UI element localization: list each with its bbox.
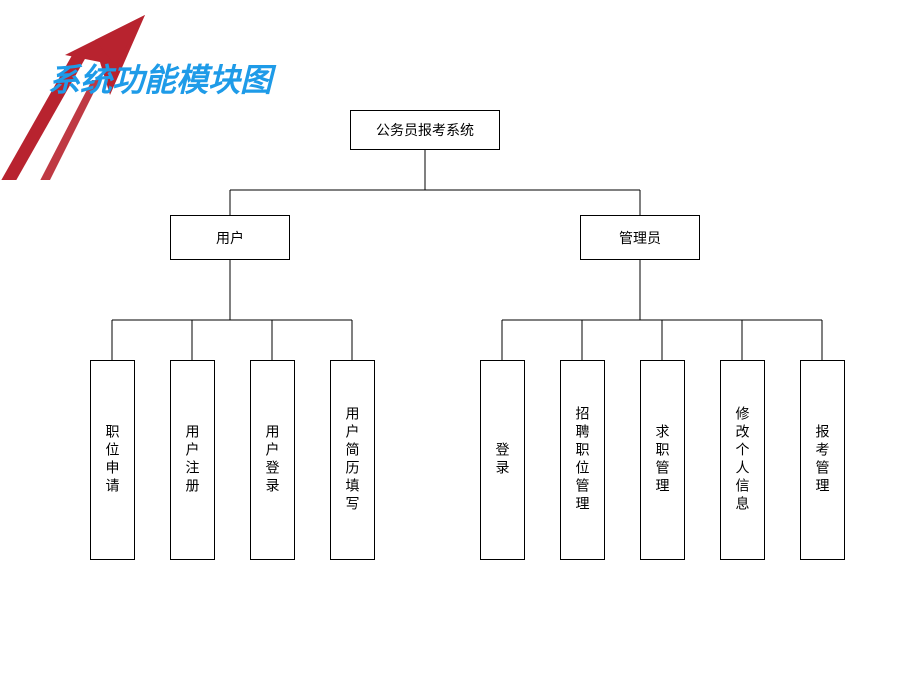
- leaf-node: 用户简历填写: [330, 360, 375, 560]
- root-node: 公务员报考系统: [350, 110, 500, 150]
- leaf-node: 修改个人信息: [720, 360, 765, 560]
- mid-node-admin: 管理员: [580, 215, 700, 260]
- leaf-label: 用户简历填写: [343, 406, 363, 514]
- mid-node-user: 用户: [170, 215, 290, 260]
- leaf-label: 招聘职位管理: [573, 406, 593, 514]
- leaf-node: 招聘职位管理: [560, 360, 605, 560]
- leaf-node: 登录: [480, 360, 525, 560]
- leaf-label: 修改个人信息: [733, 406, 753, 514]
- leaf-node: 求职管理: [640, 360, 685, 560]
- leaf-label: 求职管理: [653, 424, 673, 496]
- module-diagram: 公务员报考系统 用户 管理员 职位申请 用户注册 用户登录 用户简历填写 登录 …: [0, 100, 920, 670]
- leaf-node: 报考管理: [800, 360, 845, 560]
- leaf-node: 职位申请: [90, 360, 135, 560]
- leaf-node: 用户登录: [250, 360, 295, 560]
- leaf-label: 登录: [493, 442, 513, 478]
- leaf-label: 用户登录: [263, 424, 283, 496]
- page-title: 系统功能模块图: [48, 55, 272, 101]
- root-label: 公务员报考系统: [376, 120, 474, 140]
- leaf-node: 用户注册: [170, 360, 215, 560]
- leaf-label: 报考管理: [813, 424, 833, 496]
- leaf-label: 职位申请: [103, 424, 123, 496]
- leaf-label: 用户注册: [183, 424, 203, 496]
- mid-label: 用户: [216, 228, 244, 248]
- mid-label: 管理员: [619, 228, 661, 248]
- tree-connectors: [0, 100, 920, 670]
